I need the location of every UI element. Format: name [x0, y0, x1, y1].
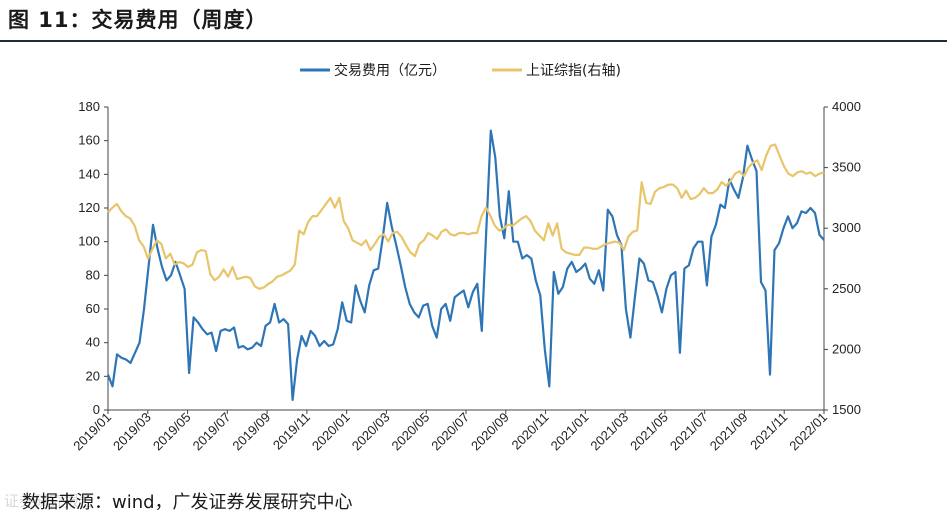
y-tick-label: 160 [78, 133, 100, 148]
y2-tick-label: 2500 [832, 281, 861, 296]
y2-tick-label: 3000 [832, 220, 861, 235]
series-layer [106, 129, 825, 401]
x-tick-label: 2020/07 [428, 410, 472, 454]
x-tick-label: 2021/05 [627, 410, 671, 454]
watermark: 证券研究报告 [4, 492, 95, 510]
series-line-fee [106, 129, 825, 401]
legend: 交易费用（亿元） 上证综指(右轴) [300, 62, 621, 79]
x-tick-label: 2020/01 [309, 410, 353, 454]
x-tick-label: 2021/07 [667, 410, 711, 454]
legend-label-index: 上证综指(右轴) [526, 63, 621, 79]
y-tick-label: 20 [86, 368, 100, 383]
y2-tick-label: 1500 [832, 402, 861, 417]
x-tick-label: 2019/07 [190, 410, 234, 454]
y-tick-label: 180 [78, 99, 100, 114]
x-tick-label: 2021/01 [548, 410, 592, 454]
legend-label-fee: 交易费用（亿元） [334, 62, 446, 79]
x-tick-label: 2022/01 [786, 410, 830, 454]
y-tick-label: 120 [78, 200, 100, 215]
y2-tick-label: 2000 [832, 341, 861, 356]
title-divider [0, 40, 947, 42]
source-note: 数据来源：wind，广发证券发展研究中心 [22, 492, 353, 513]
x-tick-label: 2019/11 [270, 410, 313, 453]
axes: 0 20 40 60 80 100 120 140 160 180 1500 2000 2500 3000… [70, 99, 861, 453]
page-title: 图 11：交易费用（周度） [8, 8, 268, 32]
x-tick-label: 2020/05 [389, 410, 433, 454]
x-tick-label: 2019/05 [150, 410, 194, 454]
y-tick-label: 0 [93, 402, 100, 417]
x-tick-label: 2021/11 [747, 410, 790, 453]
x-tick-label: 2021/03 [587, 410, 631, 454]
x-tick-label: 2020/03 [349, 410, 393, 454]
y-tick-label: 40 [86, 335, 100, 350]
x-tick-label: 2020/11 [509, 410, 552, 453]
y2-tick-label: 3500 [832, 160, 861, 175]
y-tick-label: 60 [86, 301, 100, 316]
x-tick-label: 2019/09 [229, 410, 273, 454]
y-tick-label: 140 [78, 166, 100, 181]
series-line-index [107, 143, 825, 290]
y-tick-label: 100 [78, 234, 100, 249]
x-tick-label: 2019/03 [110, 410, 154, 454]
x-tick-label: 2021/09 [707, 410, 751, 454]
x-tick-label: 2020/09 [468, 410, 512, 454]
y2-tick-label: 4000 [832, 99, 861, 114]
y-tick-label: 80 [86, 267, 100, 282]
chart: 交易费用（亿元） 上证综指(右轴) 0 20 40 60 80 100 120 140 160 1… [70, 62, 861, 453]
